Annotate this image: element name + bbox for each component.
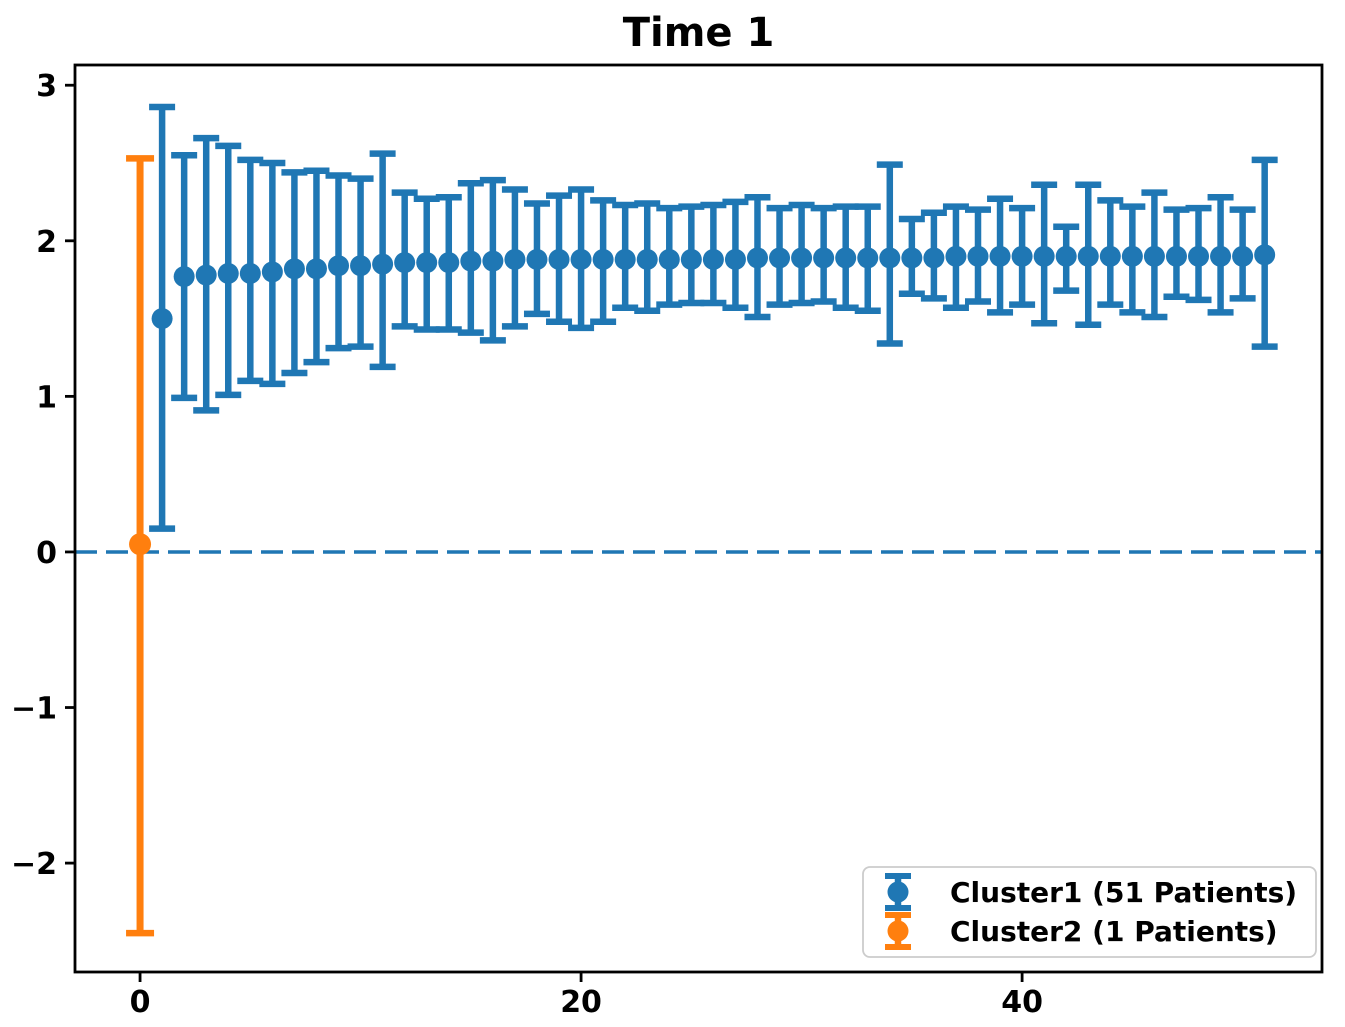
data-point-marker <box>989 245 1011 267</box>
legend-errorbar-icon <box>887 920 909 942</box>
data-point-marker <box>636 248 658 270</box>
data-point-marker <box>482 250 504 272</box>
y-tick-label: 2 <box>36 225 57 260</box>
data-point-marker <box>129 533 152 556</box>
data-point-marker <box>680 248 702 270</box>
data-point-marker <box>1232 245 1254 267</box>
data-point-marker <box>702 248 724 270</box>
y-tick-label: 1 <box>36 380 57 415</box>
data-point-marker <box>394 252 416 274</box>
data-point-marker <box>945 245 967 267</box>
legend-box <box>862 866 1317 958</box>
x-tick-label: 40 <box>1001 985 1043 1020</box>
x-tick-label: 0 <box>130 985 151 1020</box>
legend: Cluster1 (51 Patients) Cluster2 (1 Patien… <box>862 866 1317 958</box>
series-cluster1 <box>149 103 1278 532</box>
data-point-marker <box>195 264 217 286</box>
data-point-marker <box>239 262 261 284</box>
data-point-marker <box>1210 245 1232 267</box>
x-axis: 0 20 40 <box>130 972 1043 1020</box>
data-point-marker <box>901 247 923 269</box>
x-tick-label: 20 <box>560 985 602 1020</box>
y-tick-label: −1 <box>11 692 57 727</box>
data-point-marker <box>835 247 857 269</box>
data-point-marker <box>1055 245 1077 267</box>
data-point-marker <box>416 252 438 274</box>
data-point-marker <box>1099 245 1121 267</box>
series-cluster2 <box>126 155 155 937</box>
data-point-marker <box>283 258 305 280</box>
data-point-marker <box>217 262 239 284</box>
data-point-marker <box>857 247 879 269</box>
y-tick-label: 0 <box>36 536 57 571</box>
legend-errorbar-icon <box>887 881 909 903</box>
data-point-marker <box>1077 245 1099 267</box>
axes-frame <box>73 63 1324 974</box>
data-point-marker <box>923 247 945 269</box>
y-axis: −2 −1 0 1 2 3 <box>11 69 75 882</box>
legend-label: Cluster2 (1 Patients) <box>950 915 1278 948</box>
data-point-marker <box>658 248 680 270</box>
data-point-marker <box>813 247 835 269</box>
y-tick-label: 3 <box>36 69 57 104</box>
data-point-marker <box>879 247 901 269</box>
data-point-marker <box>769 247 791 269</box>
data-point-marker <box>592 248 614 270</box>
data-point-marker <box>1165 245 1187 267</box>
data-point-marker <box>746 247 768 269</box>
data-point-marker <box>151 308 173 330</box>
data-point-marker <box>1143 245 1165 267</box>
data-point-marker <box>570 248 592 270</box>
y-tick-label: −2 <box>11 847 57 882</box>
data-point-marker <box>305 258 327 280</box>
data-point-marker <box>328 255 350 277</box>
data-point-marker <box>1254 244 1276 266</box>
data-point-marker <box>967 245 989 267</box>
data-point-marker <box>438 252 460 274</box>
data-point-marker <box>791 247 813 269</box>
data-point-marker <box>1188 245 1210 267</box>
data-point-marker <box>504 248 526 270</box>
data-point-marker <box>526 248 548 270</box>
chart-title: Time 1 <box>623 10 775 56</box>
legend-label: Cluster1 (51 Patients) <box>950 876 1297 909</box>
legend-entry: Cluster2 (1 Patients) <box>885 912 1278 950</box>
legend-entry: Cluster1 (51 Patients) <box>885 873 1297 911</box>
data-point-marker <box>1121 245 1143 267</box>
data-point-marker <box>548 248 570 270</box>
data-point-marker <box>724 248 746 270</box>
data-point-marker <box>1033 245 1055 267</box>
data-point-marker <box>614 248 636 270</box>
data-point-marker <box>350 255 372 277</box>
data-point-marker <box>1011 245 1033 267</box>
data-point-marker <box>372 253 394 275</box>
data-point-marker <box>460 250 482 272</box>
data-point-marker <box>261 261 283 283</box>
data-point-marker <box>173 266 195 288</box>
